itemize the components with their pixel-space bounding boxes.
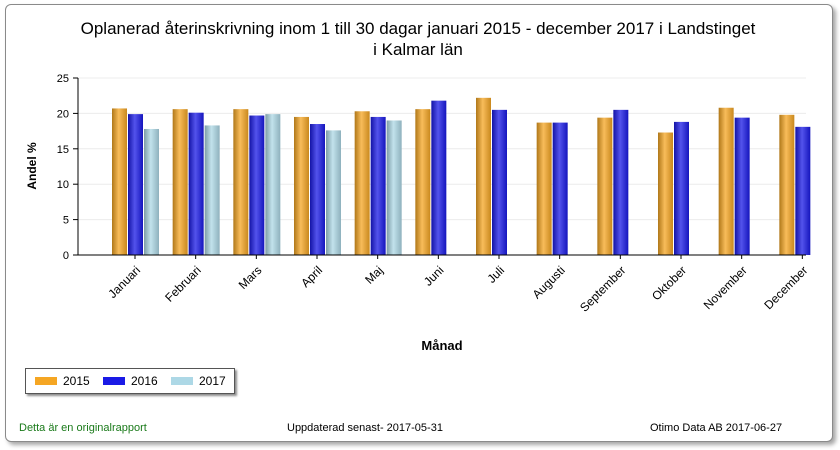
bar-2016-Februari [188,112,204,255]
original-report-note: Detta är en originalrapport [19,422,147,434]
x-tick-label: December [761,263,810,312]
y-tick-label: 5 [63,215,69,227]
bar-2015-Juli [476,97,491,255]
bar-2016-Januari [128,114,143,255]
bar-2015-Januari [112,108,127,255]
bar-2016-November [734,117,750,255]
bar-2016-Augusti [552,122,568,255]
legend: 2015 2016 2017 [25,368,235,394]
bar-2015-September [597,117,613,255]
axes [77,78,806,256]
bar-2015-Februari [172,109,188,255]
legend-swatch-2016 [103,377,125,385]
y-axis-label: Andel % [25,142,39,190]
x-tick-label: Mars [236,263,265,292]
y-tick-label: 15 [57,144,69,156]
bar-2015-Maj [354,111,370,255]
y-tick-label: 0 [63,250,69,262]
bar-2016-Maj [370,116,386,255]
bar-2015-December [779,114,795,255]
x-tick-label: Oktober [649,263,689,303]
x-tick-label: April [298,263,325,290]
x-tick-label: Februari [162,263,203,304]
bar-2016-April [310,124,325,256]
y-tick-labels: 0 5 10 15 20 25 [57,73,78,262]
bar-2015-Mars [233,109,249,255]
bar-2017-Februari [204,125,220,255]
bar-2015-Augusti [536,122,552,255]
x-tick-label: September [577,263,628,314]
x-axis-label: Månad [421,338,462,353]
x-tick-label: Augusti [530,263,568,301]
bar-2016-Mars [249,115,265,255]
x-tick-label: Maj [362,263,386,287]
legend-swatch-2015 [35,377,57,385]
legend-label: 2016 [131,374,158,388]
bar-2017-April [326,130,341,255]
bar-2015-April [294,116,309,255]
y-tick-label: 10 [57,179,69,191]
source-credit: Otimo Data AB 2017-06-27 [650,422,783,434]
y-tick-label: 20 [57,108,69,120]
bar-2016-Oktober [674,121,689,255]
bar-2015-November [718,107,734,256]
legend-label: 2015 [63,374,90,388]
bar-2015-Juni [415,109,431,255]
y-tick-label: 25 [57,73,69,85]
x-tick-label: Januari [105,263,143,301]
legend-swatch-2017 [171,377,193,385]
bar-2016-September [613,109,629,255]
updated-date: Uppdaterad senast- 2017-05-31 [287,422,443,434]
x-tick-label: November [701,263,750,312]
chart-title-line-1: Oplanerad återinskrivning inom 1 till 30… [80,19,756,38]
legend-label: 2017 [199,374,226,388]
chart-title: Oplanerad återinskrivning inom 1 till 30… [0,18,836,60]
bar-2016-Juli [492,109,507,255]
x-tick-label: Juli [484,263,507,286]
bar-2017-Mars [265,114,281,255]
bar-2016-December [795,126,811,256]
bar-2017-Januari [144,128,159,255]
x-tick-labels: Januari Februari Mars April Maj Juni Juli Augus… [105,255,810,315]
bar-2017-Maj [386,120,402,255]
chart-title-line-2: i Kalmar län [373,40,463,59]
bar-2015-Oktober [658,132,673,255]
bars [112,97,811,256]
x-tick-label: Juni [421,263,446,288]
bar-2016-Juni [431,100,447,255]
